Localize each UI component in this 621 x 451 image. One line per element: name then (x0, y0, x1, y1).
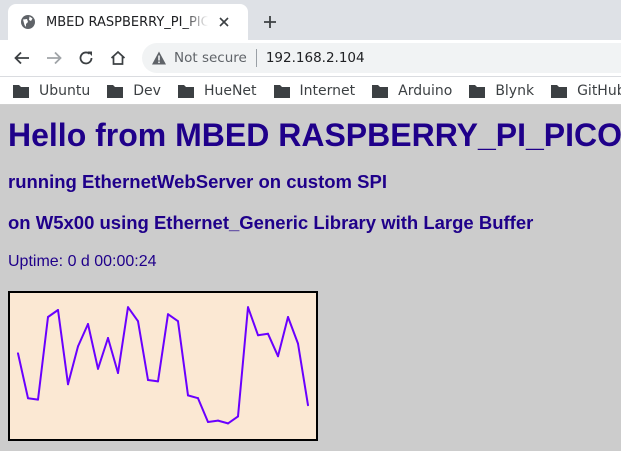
folder-icon (107, 84, 124, 98)
graph-line-segment (207, 419, 219, 423)
graph-line-segment (237, 306, 249, 418)
bookmark-internet[interactable]: Internet (273, 78, 356, 104)
graph-line-segment (117, 306, 129, 374)
graph-line-segment (287, 316, 299, 345)
folder-icon (372, 84, 389, 98)
tab-strip: MBED RASPBERRY_PI_PICO (0, 0, 621, 40)
graph-line-segment (87, 323, 99, 370)
home-icon (110, 50, 126, 65)
omnibox-divider (255, 49, 257, 67)
graph-line-segment (177, 320, 189, 397)
home-button[interactable] (106, 46, 130, 70)
graph-background (8, 291, 318, 441)
close-icon[interactable] (216, 14, 232, 30)
back-button[interactable] (10, 46, 34, 70)
folder-icon (551, 84, 568, 98)
url-text[interactable]: 192.168.2.104 (265, 50, 365, 66)
bookmarks-bar: Ubuntu Dev HueNet Internet Arduino Blynk… (0, 77, 621, 105)
graph-line-segment (137, 320, 149, 381)
graph-line-segment (17, 352, 29, 400)
bookmark-label: Internet (299, 82, 356, 99)
bookmark-label: GitHub (577, 82, 621, 99)
bookmark-label: Ubuntu (39, 82, 91, 99)
warning-icon[interactable] (151, 50, 167, 66)
page-heading: Hello from MBED RASPBERRY_PI_PICO (8, 117, 621, 153)
bookmark-label: HueNet (203, 82, 257, 99)
uptime-text: Uptime: 0 d 00:00:24 (8, 253, 157, 270)
graph-line-segment (57, 309, 69, 386)
folder-icon (273, 84, 290, 98)
subheading-library: on W5x00 using Ethernet_Generic Library … (8, 212, 534, 233)
bookmark-blynk[interactable]: Blynk (469, 78, 534, 104)
graph-line-segment (127, 306, 139, 323)
graph-line-segment (247, 306, 259, 337)
folder-icon (469, 84, 486, 98)
graph-container (8, 291, 318, 441)
security-label[interactable]: Not secure (174, 50, 247, 66)
bookmark-huenet[interactable]: HueNet (177, 78, 257, 104)
graph-line-segment (267, 332, 279, 358)
tab-title: MBED RASPBERRY_PI_PICO (46, 14, 208, 30)
forward-button[interactable] (42, 46, 66, 70)
bookmark-label: Dev (133, 82, 161, 99)
graph-line-segment (77, 323, 89, 348)
globe-icon (21, 15, 35, 29)
graph-line-segment (277, 316, 289, 358)
graph-line-segment (97, 337, 109, 370)
address-bar[interactable]: Not secure 192.168.2.104 (142, 43, 621, 73)
folder-icon (13, 84, 29, 98)
graph-line-segment (257, 332, 269, 337)
graph-line-segment (107, 337, 119, 374)
arrow-left-icon (14, 51, 29, 65)
graph-line-segment (147, 379, 159, 383)
graph-line-segment (27, 397, 39, 401)
bookmark-github[interactable]: GitHub (551, 78, 621, 104)
browser-tab[interactable]: MBED RASPBERRY_PI_PICO (8, 4, 248, 40)
line-graph (8, 291, 318, 441)
graph-line-segment (167, 313, 179, 323)
graph-line-segment (217, 419, 229, 425)
subheading-server: running EthernetWebServer on custom SPI (8, 171, 387, 192)
new-tab-button[interactable] (258, 10, 282, 34)
plus-icon (264, 16, 276, 28)
reload-icon (79, 51, 93, 65)
graph-line-segment (47, 309, 59, 318)
graph-line-segment (37, 316, 49, 401)
graph-line-segment (67, 345, 79, 386)
bookmark-ubuntu[interactable]: Ubuntu (13, 78, 90, 104)
graph-line-segment (157, 313, 169, 383)
bookmark-dev[interactable]: Dev (107, 78, 161, 104)
arrow-right-icon (47, 51, 62, 65)
graph-line-segment (187, 394, 199, 400)
page-content: Hello from MBED RASPBERRY_PI_PICO runnin… (8, 105, 621, 441)
graph-line-segment (197, 397, 209, 423)
graph-line-segment (227, 415, 239, 425)
bookmark-label: Blynk (495, 82, 535, 99)
bookmark-arduino[interactable]: Arduino (372, 78, 452, 104)
folder-icon (177, 84, 194, 98)
bookmark-label: Arduino (398, 82, 453, 99)
browser-toolbar: Not secure 192.168.2.104 (0, 40, 621, 77)
graph-line-segment (297, 342, 309, 407)
reload-button[interactable] (74, 46, 98, 70)
